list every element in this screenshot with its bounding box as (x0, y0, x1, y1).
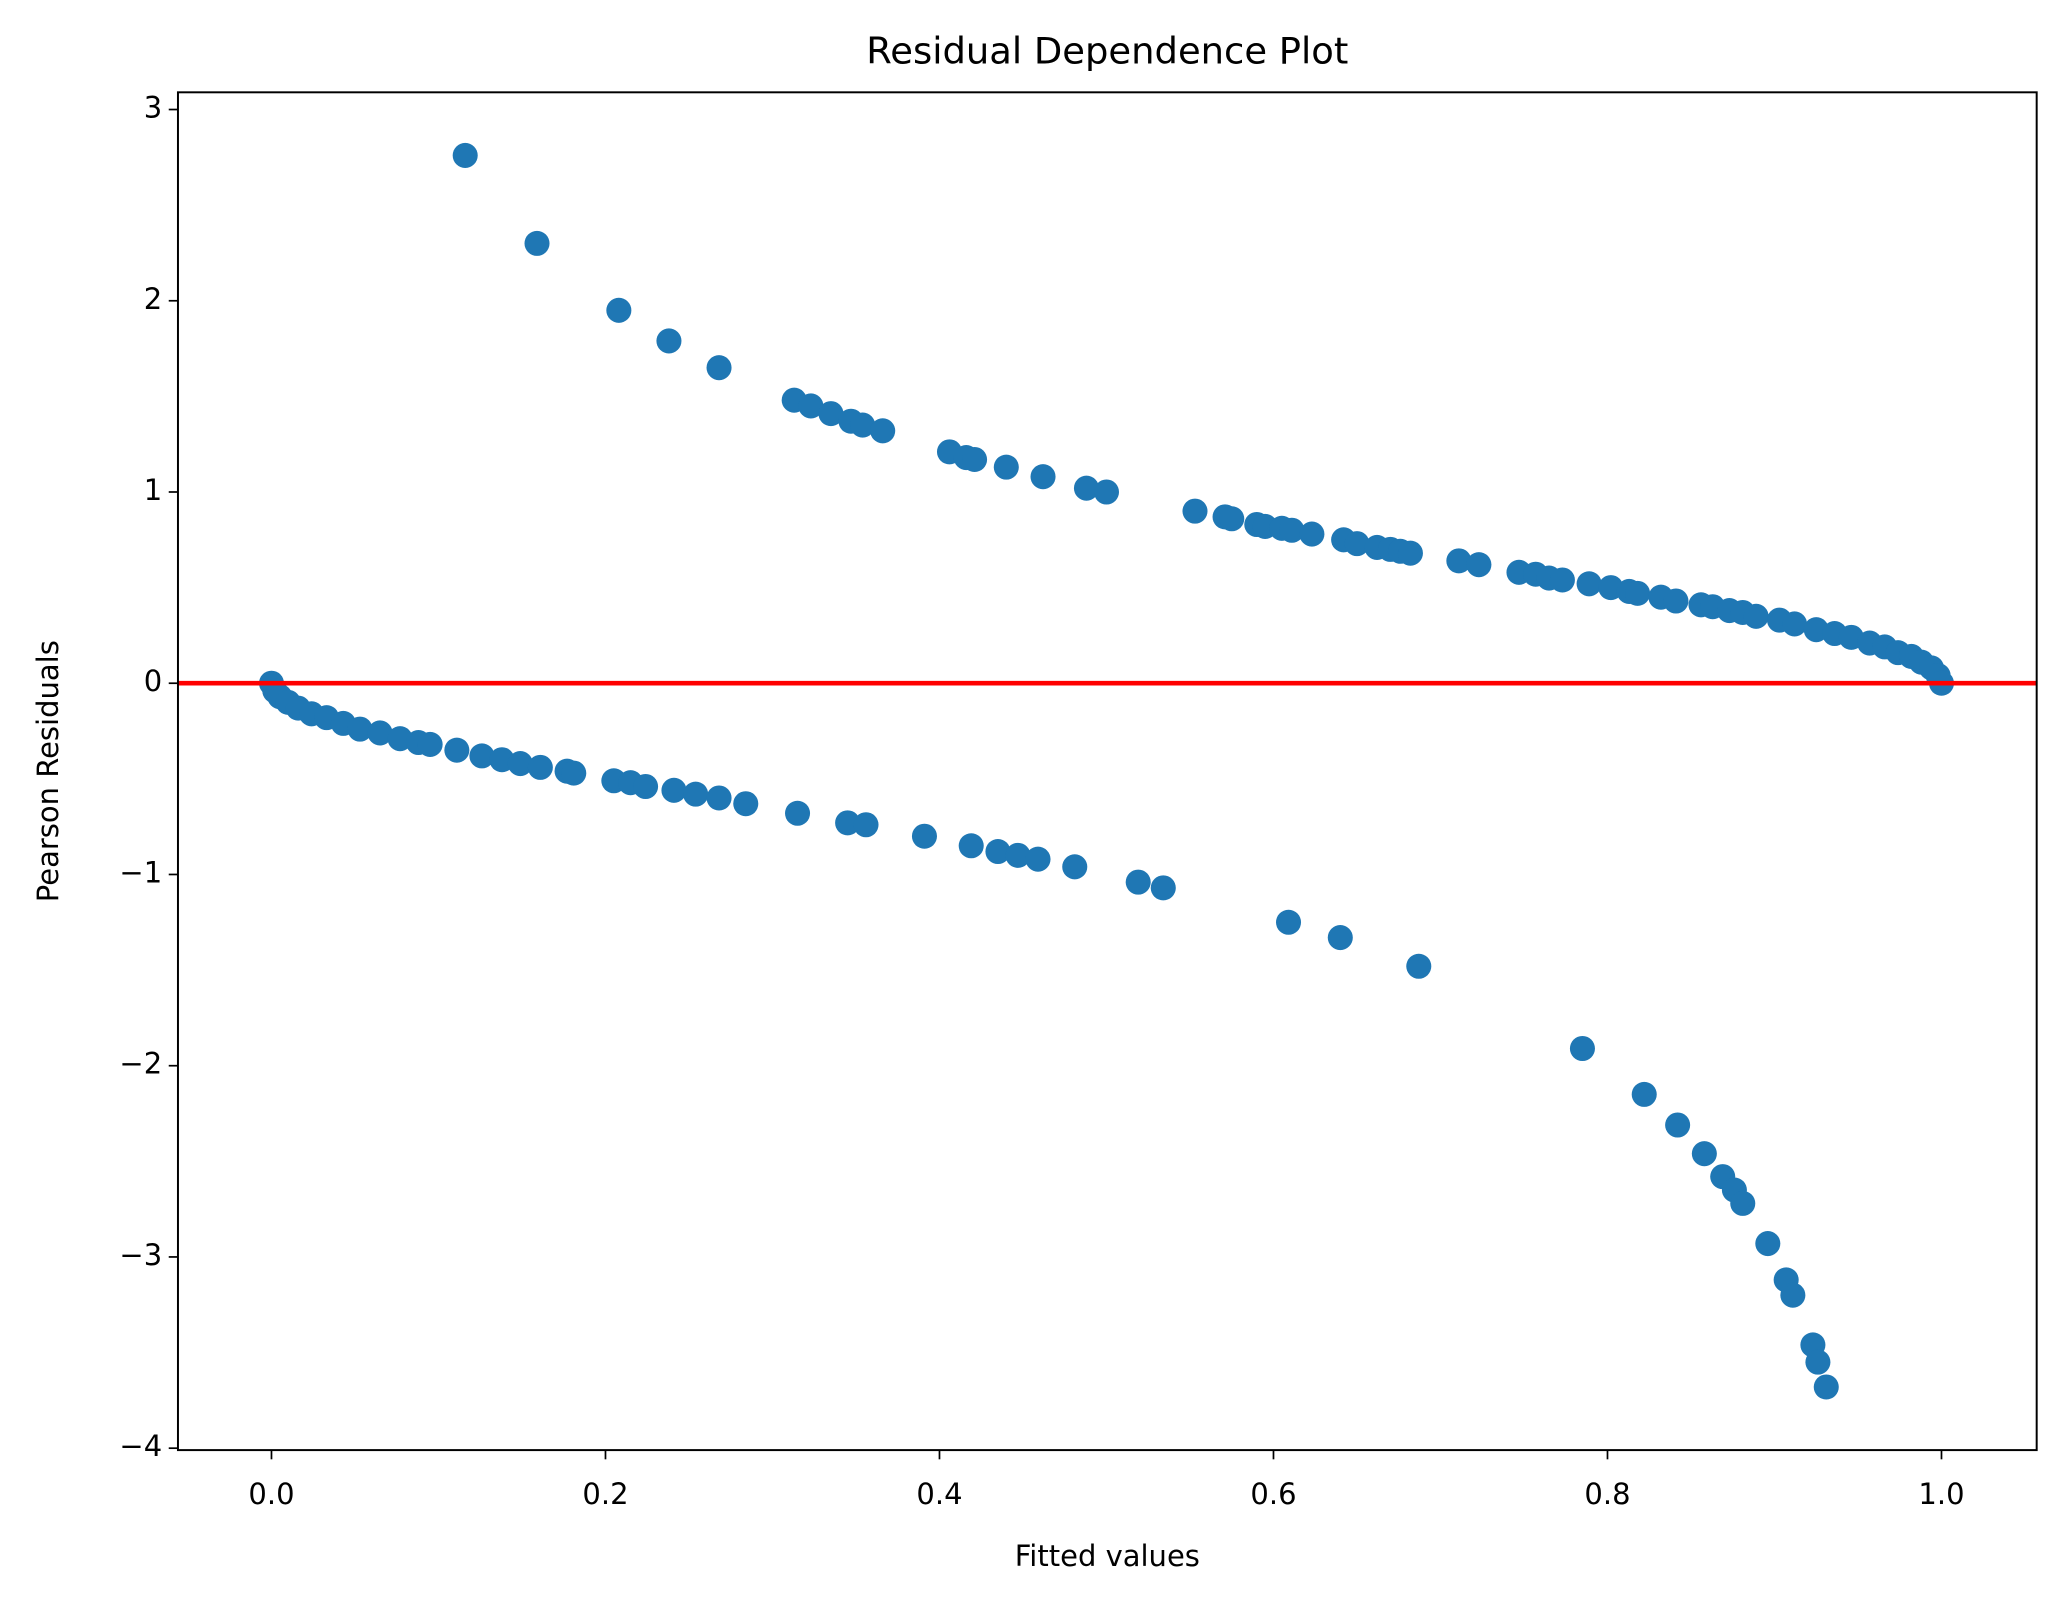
y-tick-label: 1 (144, 473, 162, 507)
x-tick-label: 0.4 (916, 1477, 962, 1511)
point (1299, 521, 1325, 547)
point (1275, 909, 1302, 935)
point (417, 731, 443, 757)
point (452, 142, 478, 168)
point (1005, 842, 1031, 868)
y-tick-label: −1 (119, 855, 162, 889)
point (1397, 540, 1423, 566)
point (656, 328, 682, 354)
x-tick-label: 0.2 (582, 1477, 628, 1511)
point (606, 297, 632, 323)
x-tick-label: 1.0 (1918, 1477, 1964, 1511)
point (469, 743, 495, 769)
point (1030, 464, 1056, 490)
point (1782, 611, 1808, 637)
point (1219, 506, 1245, 532)
point (818, 401, 844, 427)
y-tick-label: −3 (119, 1238, 162, 1272)
point (958, 833, 984, 859)
point (785, 800, 811, 826)
point (1446, 548, 1472, 574)
y-tick-label: 2 (144, 282, 162, 316)
x-tick-label: 0.6 (1250, 1477, 1296, 1511)
x-tick-label: 0.0 (248, 1477, 294, 1511)
point (1576, 571, 1602, 597)
point (1093, 479, 1120, 505)
point (1631, 1081, 1657, 1107)
point (1663, 588, 1689, 614)
point (1327, 925, 1353, 951)
point (1665, 1112, 1691, 1138)
point (733, 791, 759, 817)
point (1279, 517, 1305, 543)
point (1549, 567, 1575, 593)
point (706, 785, 732, 811)
point (911, 823, 937, 849)
point (1182, 498, 1208, 524)
point (524, 230, 550, 256)
point (798, 393, 824, 419)
point (985, 838, 1011, 865)
point (444, 737, 470, 763)
x-axis-label: Fitted values (1015, 1539, 1200, 1573)
y-axis-label: Pearson Residuals (31, 640, 65, 902)
point (1073, 475, 1099, 501)
chart-title: Residual Dependence Plot (866, 29, 1348, 72)
point (1813, 1374, 1839, 1400)
point (870, 418, 896, 444)
point (661, 777, 687, 803)
point (1125, 869, 1151, 895)
point (1466, 552, 1492, 578)
y-tick-label: −2 (119, 1047, 162, 1081)
point (1691, 1141, 1717, 1167)
point (561, 760, 587, 786)
point (527, 754, 553, 780)
point (1805, 1349, 1831, 1375)
point (507, 751, 533, 777)
point (367, 720, 393, 746)
point (1406, 953, 1432, 979)
point (1062, 854, 1088, 880)
point (835, 810, 861, 836)
point (1569, 1035, 1595, 1062)
point (1344, 531, 1370, 557)
point (1025, 846, 1051, 872)
point (850, 412, 876, 438)
point (1780, 1282, 1806, 1308)
y-tick-label: 3 (144, 91, 162, 125)
point (962, 446, 988, 473)
point (853, 812, 879, 838)
point (1755, 1231, 1781, 1257)
point (633, 773, 659, 800)
point (1625, 580, 1651, 606)
point (683, 781, 709, 807)
point (1150, 875, 1176, 901)
point (1730, 1190, 1756, 1216)
point (993, 454, 1019, 480)
y-tick-label: 0 (144, 664, 162, 698)
point (706, 355, 732, 381)
y-tick-label: −4 (119, 1429, 162, 1463)
x-tick-label: 0.8 (1584, 1477, 1630, 1511)
plot-frame (176, 91, 2038, 1452)
point (1743, 603, 1769, 629)
point (347, 716, 373, 742)
